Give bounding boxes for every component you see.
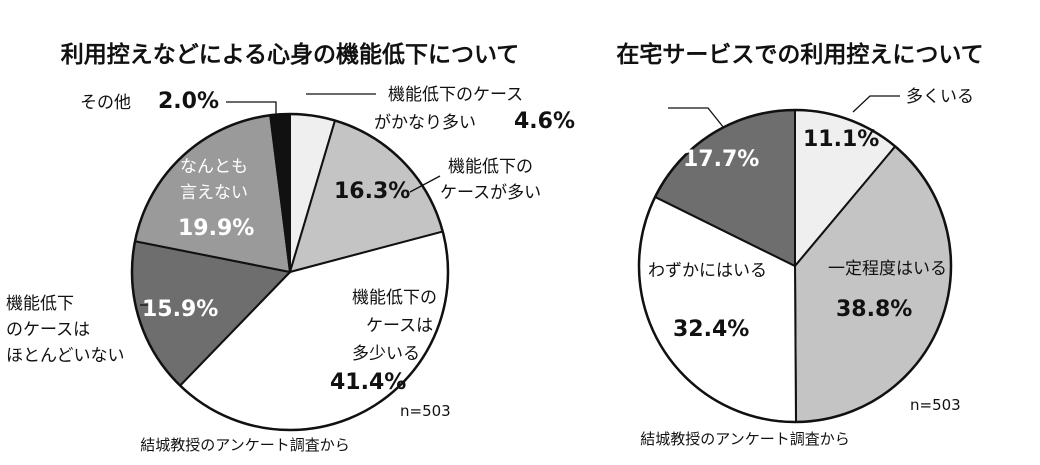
slice-label: わずかにはいる bbox=[648, 261, 767, 281]
pie-outline bbox=[637, 108, 953, 424]
slice-label: 機能低下の bbox=[448, 157, 533, 177]
slice-label: いない bbox=[610, 99, 661, 119]
slice-label: 機能低下のケース bbox=[388, 85, 523, 105]
slice-label: 多くいる bbox=[906, 87, 974, 107]
slice-label: その他 bbox=[80, 93, 131, 113]
leader-line bbox=[409, 175, 441, 193]
slice-value-label: 16.3% bbox=[334, 179, 410, 204]
leader-line bbox=[226, 101, 277, 126]
slice-label: 多少いる bbox=[352, 344, 420, 364]
slice-value-label: 17.7% bbox=[683, 147, 759, 172]
slice-label: ケースは bbox=[366, 316, 433, 336]
slice-label: なんとも bbox=[180, 157, 248, 177]
slice-label: 機能低下の bbox=[352, 288, 437, 308]
leader-line bbox=[852, 95, 900, 113]
slice-label: 一定程度はいる bbox=[828, 259, 947, 279]
slice-value-label: 38.8% bbox=[836, 297, 912, 322]
slice-label: がかなり多い bbox=[374, 113, 476, 133]
slice-value-label: 11.1% bbox=[803, 127, 879, 152]
slice-label: 機能低下 bbox=[6, 294, 74, 314]
slice-value-label: 19.9% bbox=[178, 216, 254, 241]
slice-value-label: 32.4% bbox=[673, 317, 749, 342]
slice-label: 言えない bbox=[180, 183, 248, 203]
slice-label: ほとんどいない bbox=[6, 346, 125, 366]
source-note: 結城教授のアンケート調査から bbox=[140, 436, 349, 454]
chart-title: 利用控えなどによる心身の機能低下について bbox=[61, 41, 520, 68]
slice-value-label: 4.6% bbox=[514, 109, 575, 134]
slice-value-label: 41.4% bbox=[330, 370, 406, 395]
sample-size-label: n=503 bbox=[400, 402, 451, 420]
slice-value-label: 15.9% bbox=[142, 297, 218, 322]
source-note: 結城教授のアンケート調査から bbox=[640, 430, 849, 448]
slice-label: のケースは bbox=[6, 320, 90, 340]
slice-value-label: 2.0% bbox=[158, 89, 219, 114]
pie-outline bbox=[130, 112, 450, 432]
sample-size-label: n=503 bbox=[910, 396, 961, 414]
slice-label: ケースが多い bbox=[440, 183, 541, 203]
leader-line bbox=[668, 107, 725, 129]
chart-title: 在宅サービスでの利用控えについて bbox=[616, 41, 983, 68]
